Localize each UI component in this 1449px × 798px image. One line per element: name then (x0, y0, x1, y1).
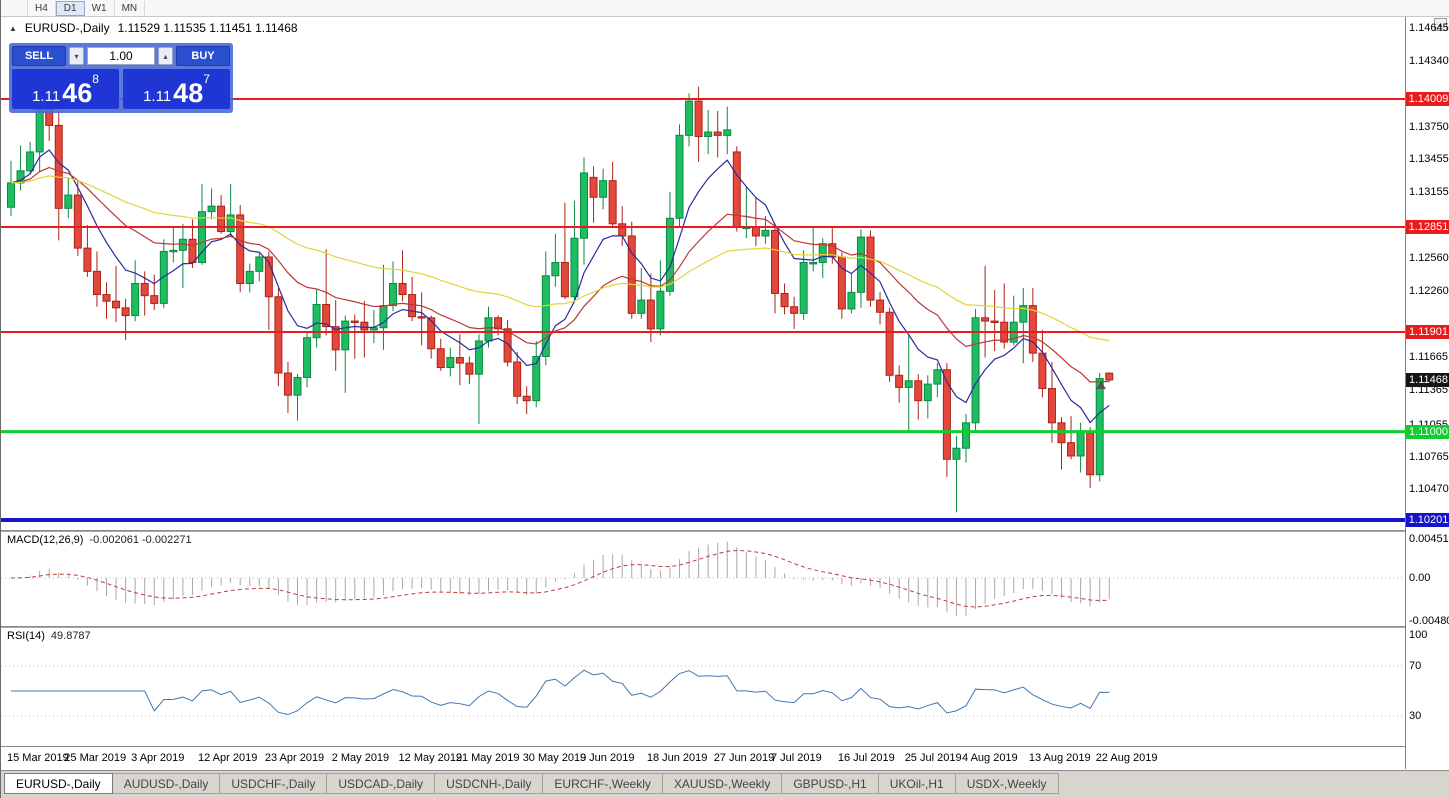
tab-eurusd-daily[interactable]: EURUSD-,Daily (4, 773, 113, 794)
chart-tab-bar: EURUSD-,Daily AUDUSD-,Daily USDCHF-,Dail… (1, 770, 1449, 798)
date-axis-label: 4 Aug 2019 (962, 752, 1018, 764)
buy-price-big-digits: 48 (173, 77, 204, 108)
tab-usdcad-daily[interactable]: USDCAD-,Daily (327, 773, 436, 794)
date-axis-label: 27 Jun 2019 (713, 752, 775, 764)
ma-mid-line (10, 166, 1110, 383)
volume-decrease-button[interactable]: ▾ (69, 47, 84, 65)
date-axis-label: 15 Mar 2019 (7, 752, 69, 764)
buy-price-pipette: 7 (203, 72, 210, 86)
date-axis-label: 3 Apr 2019 (131, 752, 185, 764)
time-axis[interactable]: 15 Mar 2019 25 Mar 2019 3 Apr 2019 12 Apr 2… (1, 747, 1405, 769)
date-axis-label: 13 Aug 2019 (1028, 752, 1091, 764)
sell-price-pipette: 8 (92, 72, 99, 86)
rsi-value: 49.8787 (50, 630, 91, 642)
date-axis-label: 21 May 2019 (455, 752, 520, 764)
price-chart-canvas[interactable] (1, 17, 1405, 769)
date-axis-label: 12 Apr 2019 (198, 752, 258, 764)
date-axis-label: 30 May 2019 (522, 752, 587, 764)
rsi-name: RSI(14) (7, 630, 45, 642)
date-axis-label: 23 Apr 2019 (264, 752, 325, 764)
price-axis-label: 1.12260 (1409, 285, 1449, 298)
buy-price-prefix: 1.11 (143, 88, 172, 105)
arrow-up-marker[interactable] (1096, 381, 1106, 389)
trade-panel-prices: 1.11 46 8 1.11 48 7 (12, 69, 230, 109)
tab-eurchf-weekly[interactable]: EURCHF-,Weekly (543, 773, 663, 794)
rsi-axis-label: 100 (1409, 629, 1428, 641)
current-price-badge: 1.11468 (1406, 372, 1449, 387)
price-axis-label: 1.12560 (1409, 252, 1449, 265)
tab-gbpusd-h1[interactable]: GBPUSD-,H1 (782, 773, 879, 794)
sell-price-big-digits: 46 (62, 77, 93, 108)
sell-price-display[interactable]: 1.11 46 8 (12, 69, 119, 109)
price-axis-label: 1.10765 (1409, 450, 1449, 463)
panel-separator[interactable] (1, 626, 1449, 628)
candlestick-series (7, 80, 1114, 513)
price-axis-label: 1.14340 (1409, 55, 1449, 68)
price-axis-label: 1.13750 (1409, 120, 1449, 133)
macd-values: -0.002061 -0.002271 (89, 534, 192, 546)
date-axis-label: 7 Jul 2019 (771, 752, 822, 764)
timeframe-button-w1[interactable]: W1 (85, 0, 115, 16)
date-axis-label: 18 Jun 2019 (646, 752, 708, 764)
date-axis-label: 22 Aug 2019 (1095, 752, 1158, 764)
macd-axis-label: 0.00 (1409, 572, 1431, 584)
scroll-up-button[interactable]: ▴ (1434, 18, 1447, 31)
ma-fast-line (10, 149, 1110, 424)
rsi-axis-label: 30 (1409, 710, 1422, 722)
date-axis-label: 25 Mar 2019 (64, 752, 127, 764)
rsi-axis-label: 70 (1409, 660, 1422, 672)
one-click-trading-panel: SELL ▾ 1.00 ▴ BUY 1.11 46 8 1.11 48 7 (9, 43, 233, 113)
macd-histogram (20, 541, 1110, 616)
rsi-line (11, 669, 1110, 716)
tab-audusd-daily[interactable]: AUDUSD-,Daily (112, 773, 221, 794)
buy-price-display[interactable]: 1.11 48 7 (123, 69, 230, 109)
sell-button[interactable]: SELL (12, 46, 66, 66)
tab-usdchf-daily[interactable]: USDCHF-,Daily (220, 773, 328, 794)
buy-button[interactable]: BUY (176, 46, 230, 66)
chart-window: ▲ EURUSD-,Daily 1.11529 1.11535 1.11451 … (1, 17, 1449, 770)
macd-indicator-label: MACD(12,26,9) -0.002061 -0.002271 (7, 534, 192, 546)
tab-usdx-weekly[interactable]: USDX-,Weekly (955, 773, 1059, 794)
tab-ukoil-h1[interactable]: UKOil-,H1 (878, 773, 956, 794)
sell-price-prefix: 1.11 (32, 88, 61, 105)
timeframe-button-d1[interactable]: D1 (55, 0, 85, 16)
volume-input[interactable]: 1.00 (87, 47, 155, 65)
date-axis-label: 12 May 2019 (398, 752, 463, 764)
chart-title: ▲ EURUSD-,Daily 1.11529 1.11535 1.11451 … (9, 21, 298, 35)
date-axis-label: 25 Jul 2019 (904, 752, 962, 764)
chart-symbol-period: EURUSD-,Daily (24, 21, 110, 35)
price-axis-label: 1.14645 (1409, 21, 1449, 34)
price-level-badge: 1.12851 (1406, 220, 1449, 235)
price-level-badge: 1.14009 (1406, 92, 1449, 106)
volume-increase-button[interactable]: ▴ (158, 47, 173, 65)
trade-panel-controls: SELL ▾ 1.00 ▴ BUY (12, 46, 230, 66)
macd-axis-label: 0.004517 (1409, 533, 1449, 545)
date-axis-label: 9 Jun 2019 (580, 752, 635, 764)
macd-name: MACD(12,26,9) (7, 534, 84, 546)
price-axis-label: 1.11365 (1409, 384, 1448, 397)
price-axis[interactable]: ▴ 1.14645 1.14340 1.13750 1.13455 1.13155 1.1… (1405, 17, 1449, 769)
date-axis-label: 2 May 2019 (331, 752, 390, 764)
price-axis-label: 1.13155 (1409, 186, 1449, 199)
tab-xauusd-weekly[interactable]: XAUUSD-,Weekly (662, 773, 783, 794)
timeframe-toolbar: H4 D1 W1 MN (1, 0, 1449, 17)
price-level-badge: 1.10201 (1406, 512, 1449, 527)
macd-signal-line (10, 549, 1110, 608)
ma-slow-line (10, 175, 1110, 342)
price-level-badge: 1.11901 (1406, 325, 1449, 340)
date-axis-label: 16 Jul 2019 (837, 752, 895, 764)
chart-ohlc-readout: 1.11529 1.11535 1.11451 1.11468 (117, 21, 298, 35)
one-click-toggle-icon[interactable]: ▲ (9, 23, 17, 33)
price-axis-label: 1.10470 (1409, 483, 1449, 496)
timeframe-button-h4[interactable]: H4 (27, 0, 56, 16)
price-axis-label: 1.13455 (1409, 153, 1449, 166)
tab-usdcnh-daily[interactable]: USDCNH-,Daily (435, 773, 544, 794)
panel-separator[interactable] (1, 530, 1449, 532)
macd-axis-label: -0.004806 (1409, 614, 1449, 627)
timeframe-button-mn[interactable]: MN (115, 0, 146, 16)
price-axis-label: 1.11665 (1409, 351, 1448, 364)
rsi-indicator-label: RSI(14) 49.8787 (7, 630, 91, 642)
price-level-badge: 1.11000 (1406, 424, 1449, 439)
